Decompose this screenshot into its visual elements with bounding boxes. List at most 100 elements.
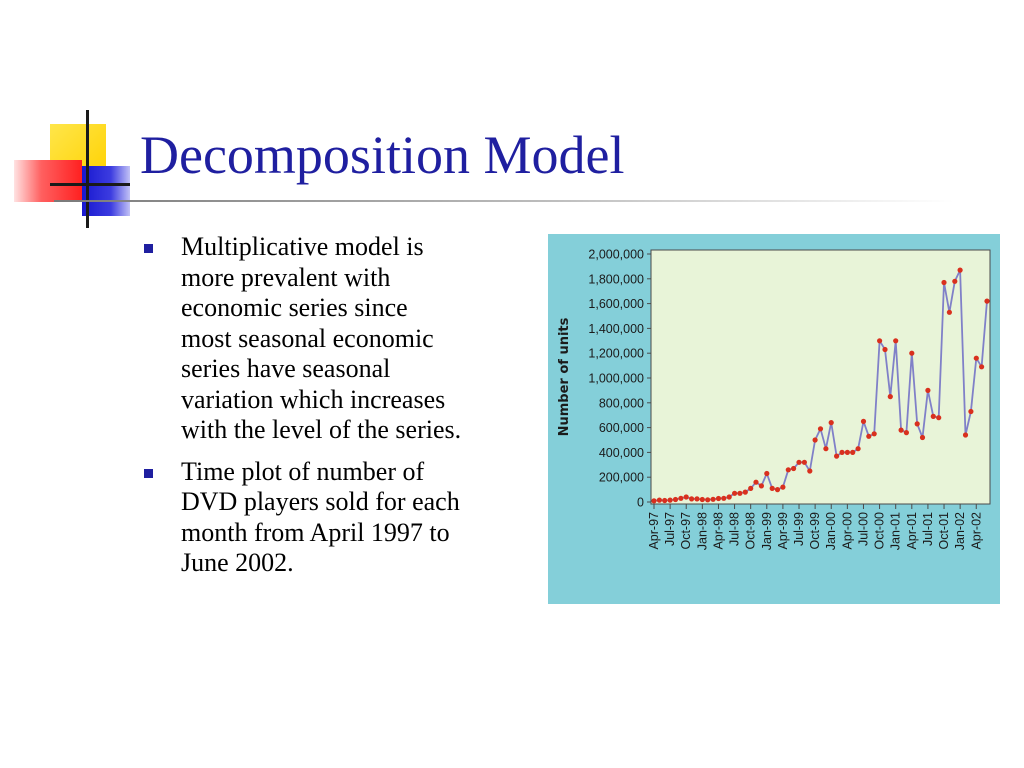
data-point bbox=[871, 431, 877, 437]
data-point bbox=[984, 298, 990, 304]
data-point bbox=[893, 338, 899, 344]
data-point bbox=[946, 309, 952, 315]
bullet-item: Multiplicative model is more prevalent w… bbox=[142, 232, 552, 446]
data-point bbox=[753, 479, 759, 485]
decorative-red-square bbox=[14, 160, 82, 202]
data-point bbox=[796, 459, 802, 465]
x-tick-label: Jul-00 bbox=[856, 512, 870, 546]
data-point bbox=[973, 355, 979, 361]
x-tick-label: Apr-97 bbox=[647, 512, 661, 550]
data-point bbox=[651, 498, 657, 504]
x-tick-label: Oct-99 bbox=[808, 512, 822, 550]
data-point bbox=[957, 267, 963, 273]
data-point bbox=[952, 278, 958, 284]
data-point bbox=[936, 415, 942, 421]
data-point bbox=[667, 497, 673, 503]
bullet-item: Time plot of number of DVD players sold … bbox=[142, 457, 552, 579]
x-tick-label: Oct-98 bbox=[744, 512, 758, 550]
x-tick-label: Oct-00 bbox=[873, 512, 887, 550]
data-point bbox=[807, 468, 813, 474]
data-point bbox=[683, 494, 689, 500]
square-bullet-icon bbox=[144, 468, 153, 478]
y-tick-label: 1,200,000 bbox=[588, 347, 644, 361]
y-tick-label: 400,000 bbox=[599, 446, 644, 460]
x-tick-label: Jan-99 bbox=[760, 512, 774, 550]
data-point bbox=[834, 453, 840, 459]
data-point bbox=[855, 446, 861, 452]
data-point bbox=[817, 426, 824, 432]
x-tick-label: Jul-99 bbox=[792, 512, 806, 546]
x-tick-label: Apr-00 bbox=[840, 512, 854, 550]
decorative-horizontal-line bbox=[50, 183, 130, 186]
data-point bbox=[705, 497, 711, 503]
data-point bbox=[903, 430, 909, 436]
y-tick-label: 1,800,000 bbox=[588, 272, 644, 286]
data-point bbox=[699, 496, 705, 503]
data-point bbox=[839, 449, 845, 455]
series-markers bbox=[651, 267, 990, 504]
data-point bbox=[877, 338, 883, 344]
y-tick-label: 2,000,000 bbox=[588, 248, 644, 262]
x-tick-label: Jul-97 bbox=[663, 512, 677, 546]
data-point bbox=[689, 496, 695, 502]
data-point bbox=[850, 449, 856, 455]
data-point bbox=[925, 387, 931, 393]
x-axis-ticks: Apr-97 Jul-97 Oct-97 Jan-98 Apr-98 Jul-98 Oct-… bbox=[647, 504, 983, 550]
x-tick-label: Jan-00 bbox=[824, 512, 838, 550]
x-tick-label: Jan-01 bbox=[889, 512, 903, 550]
y-tick-label: 1,400,000 bbox=[588, 322, 644, 336]
data-point bbox=[672, 496, 679, 503]
x-tick-label: Apr-01 bbox=[905, 512, 919, 550]
chart-panel: 0 200,000 400,000 600,000 800,000 1,000,000 1,… bbox=[548, 234, 1000, 604]
plot-area bbox=[650, 249, 991, 505]
x-tick-label: Jul-98 bbox=[728, 512, 742, 546]
data-point bbox=[914, 421, 920, 427]
y-tick-label: 800,000 bbox=[599, 396, 644, 410]
x-tick-label: Apr-99 bbox=[776, 512, 790, 550]
data-point bbox=[742, 489, 748, 495]
bullet-text: Multiplicative model is more prevalent w… bbox=[181, 232, 462, 444]
data-point bbox=[968, 408, 974, 415]
data-point bbox=[930, 413, 936, 419]
data-point bbox=[979, 364, 985, 370]
decorative-blue-square bbox=[82, 166, 130, 216]
x-tick-label: Oct-97 bbox=[679, 512, 693, 550]
data-point bbox=[656, 497, 662, 503]
data-point bbox=[962, 432, 969, 438]
y-tick-label: 1,600,000 bbox=[588, 297, 644, 311]
data-point bbox=[662, 497, 668, 504]
decorative-vertical-line bbox=[86, 110, 89, 228]
data-point bbox=[769, 485, 775, 491]
x-tick-label: Jan-02 bbox=[953, 512, 967, 550]
y-tick-label: 200,000 bbox=[599, 471, 644, 485]
title-underline bbox=[54, 200, 954, 202]
data-point bbox=[898, 427, 904, 433]
data-point bbox=[764, 470, 770, 477]
data-point bbox=[882, 346, 888, 353]
x-tick-label: Oct-01 bbox=[937, 512, 951, 550]
data-point bbox=[941, 279, 947, 286]
data-point bbox=[748, 485, 754, 491]
x-tick-label: Jan-98 bbox=[695, 512, 709, 550]
y-axis-ticks: 0 200,000 400,000 600,000 800,000 1,000,000 1,… bbox=[588, 248, 651, 510]
data-point bbox=[774, 487, 781, 493]
data-point bbox=[812, 437, 818, 443]
data-point bbox=[887, 394, 893, 400]
x-tick-label: Jul-01 bbox=[921, 512, 935, 546]
data-point bbox=[866, 433, 872, 439]
y-tick-label: 0 bbox=[637, 496, 644, 510]
dvd-sales-line-chart: 0 200,000 400,000 600,000 800,000 1,000,000 1,… bbox=[557, 248, 991, 550]
slide-title: Decomposition Model bbox=[140, 125, 625, 185]
data-point bbox=[823, 446, 829, 452]
data-point bbox=[860, 418, 867, 424]
data-point bbox=[726, 494, 732, 500]
data-point bbox=[737, 490, 743, 496]
data-point bbox=[715, 495, 722, 502]
data-point bbox=[844, 449, 850, 455]
data-point bbox=[909, 350, 915, 356]
data-point bbox=[721, 495, 727, 501]
y-tick-label: 1,000,000 bbox=[588, 372, 644, 386]
data-point bbox=[758, 483, 764, 489]
data-point bbox=[678, 495, 684, 501]
data-point bbox=[828, 420, 834, 426]
